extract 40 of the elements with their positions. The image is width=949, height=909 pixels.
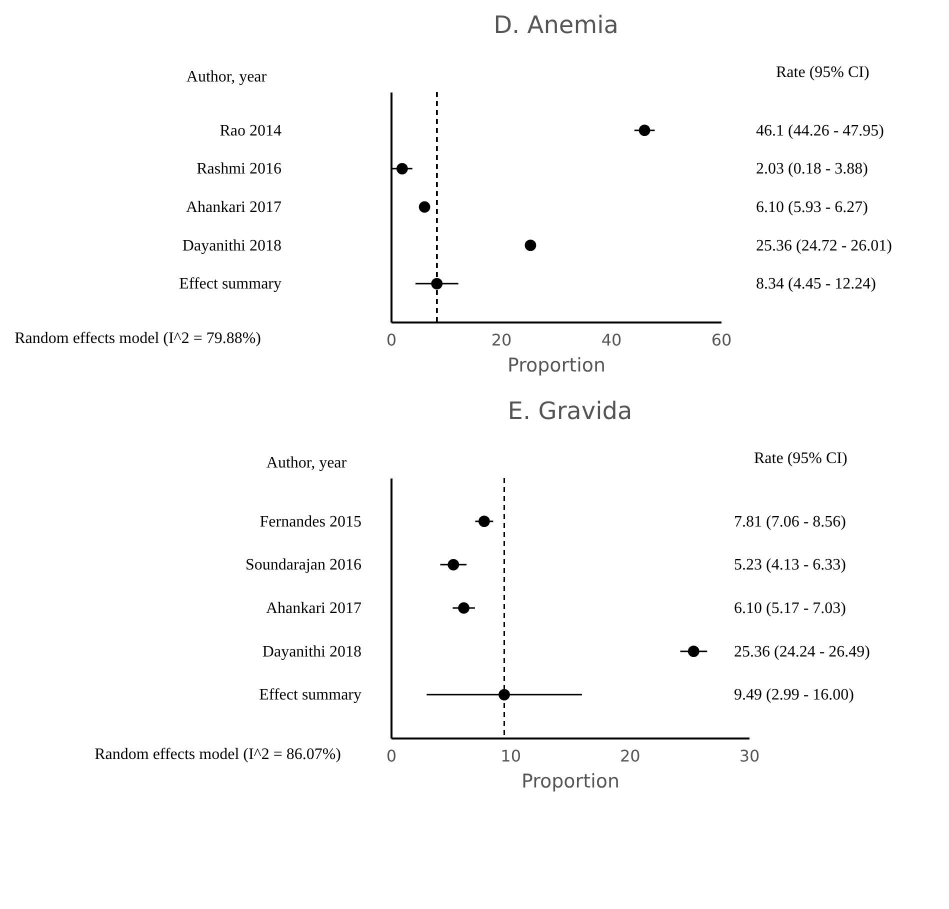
text: Rate (95% CI): [776, 64, 870, 81]
x-tick-label: 0: [386, 746, 397, 766]
text: 46.1 (44.26 - 47.95): [756, 122, 884, 140]
text: 2.03 (0.18 - 3.88): [756, 160, 868, 178]
y-tick-label: Rashmi 2016: [196, 160, 282, 178]
x-axis-title: Proportion: [507, 354, 606, 376]
text: 8.34 (4.45 - 12.24): [756, 276, 876, 293]
annotation: 25.36 (24.24 - 26.49): [734, 643, 870, 660]
y-tick-label: Dayanithi 2018: [182, 237, 282, 254]
chart-title: D. Anemia: [494, 11, 618, 39]
x-tick-label: 10: [500, 746, 522, 766]
annotation: 9.49 (2.99 - 16.00): [734, 686, 854, 704]
text: Rate (95% CI): [754, 450, 848, 467]
x-tick-label: 40: [601, 330, 622, 350]
text: Random effects model (I^2 = 86.07%): [94, 746, 341, 763]
y-tick-label: Fernandes 2015: [260, 513, 362, 530]
point: [524, 240, 536, 252]
point: [418, 201, 430, 213]
y-tick-label: Ahankari 2017: [266, 600, 362, 617]
annotation: 5.23 (4.13 - 6.33): [734, 556, 846, 574]
y-tick-label: Dayanithi 2018: [262, 643, 362, 660]
annotation: 7.81 (7.06 - 8.56): [734, 513, 846, 530]
y-tick-label: Effect summary: [259, 686, 362, 704]
x-tick-label: 20: [620, 746, 640, 766]
text: 6.10 (5.93 - 6.27): [756, 199, 868, 216]
x-axis-title: Proportion: [521, 770, 620, 792]
y-axis-title: Author, year: [266, 454, 348, 472]
annotation: 6.10 (5.17 - 7.03): [734, 600, 846, 617]
x-tick-label: 20: [491, 330, 512, 350]
text: Random effects model (I^2 = 79.88%): [14, 330, 261, 347]
x-tick-label: 0: [386, 330, 397, 350]
y-tick-label: Ahankari 2017: [186, 199, 282, 216]
x-tick-label: 30: [739, 746, 760, 766]
y-axis-title: Author, year: [186, 68, 268, 86]
y-tick-label: Rao 2014: [220, 122, 282, 140]
y-tick-label: Soundarajan 2016: [246, 556, 362, 574]
y-tick-label: Effect summary: [179, 276, 282, 293]
chart-title: E. Gravida: [508, 397, 632, 425]
x-tick-label: 60: [711, 330, 732, 350]
text: 25.36 (24.72 - 26.01): [756, 237, 892, 254]
